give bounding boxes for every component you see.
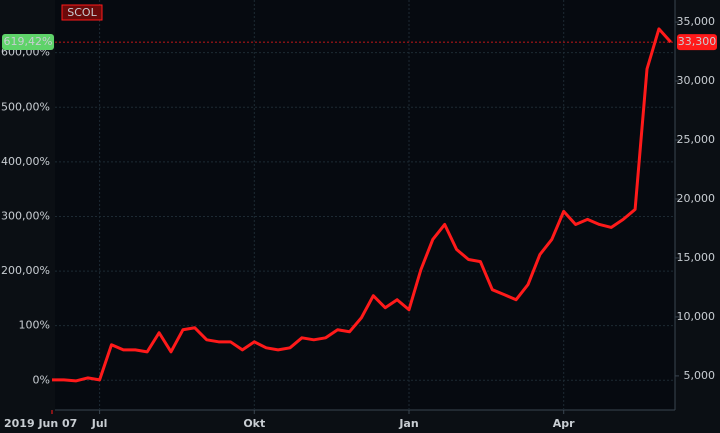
y2-tick-label: 20,000 — [677, 192, 716, 205]
y-tick-label: 200,00% — [1, 264, 50, 277]
y-tick-label: 300,00% — [1, 209, 50, 222]
y-tick-label: 500,00% — [1, 100, 50, 113]
legend-box — [61, 4, 103, 21]
y2-tick-label: 15,000 — [677, 251, 716, 264]
x-tick-label: Okt — [243, 417, 265, 430]
y2-tick-label: 25,000 — [677, 133, 716, 146]
x-tick-label: 2019 Jun 07 — [4, 417, 77, 430]
x-tick-label: Jul — [91, 417, 108, 430]
x-tick-label: Apr — [553, 417, 575, 430]
last-percent-label: 619,42% — [4, 35, 53, 48]
last-value-label: 33,300 — [678, 35, 717, 48]
y2-tick-label: 5,000 — [684, 369, 716, 382]
x-tick-label: Jan — [398, 417, 418, 430]
y2-tick-label: 35,000 — [677, 15, 716, 28]
plot-area — [55, 0, 675, 410]
y2-tick-label: 10,000 — [677, 310, 716, 323]
last-value-box — [677, 34, 717, 51]
price-line — [52, 27, 672, 383]
y-tick-label: 400,00% — [1, 155, 50, 168]
legend-label: SCOL — [67, 6, 97, 19]
y-tick-label: 100% — [19, 319, 50, 332]
y-tick-label: 0% — [33, 373, 50, 386]
y2-tick-label: 30,000 — [677, 74, 716, 87]
last-percent-box — [2, 34, 54, 51]
